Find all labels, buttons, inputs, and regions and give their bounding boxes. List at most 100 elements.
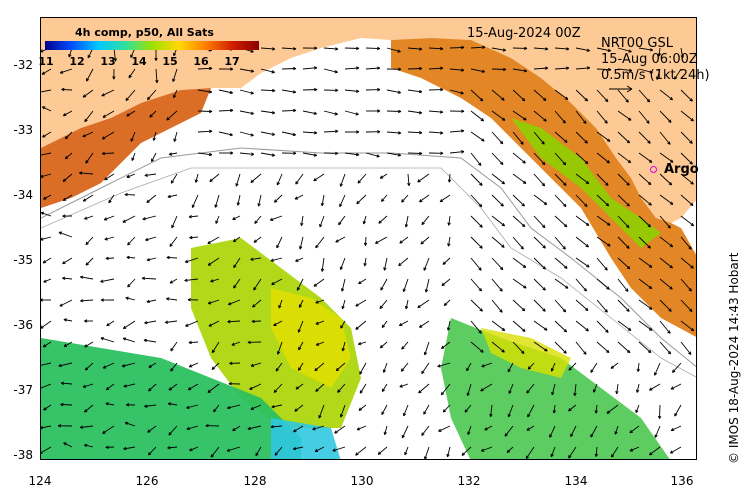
- current-arrowhead: [377, 451, 382, 455]
- current-arrowhead: [424, 289, 429, 293]
- current-arrow: [85, 257, 94, 266]
- current-arrow: [680, 257, 694, 269]
- current-arrow: [399, 236, 409, 244]
- current-arrow: [41, 320, 52, 329]
- current-arrow: [252, 299, 262, 308]
- current-arrowhead: [85, 160, 89, 164]
- current-arrowhead: [592, 389, 597, 393]
- current-arrowhead: [689, 140, 693, 144]
- current-arrowhead: [257, 203, 261, 207]
- current-arrow: [617, 299, 630, 312]
- current-arrow: [386, 131, 402, 134]
- current-arrowhead: [604, 309, 608, 313]
- current-arrow: [680, 131, 693, 144]
- current-arrowhead: [340, 288, 345, 292]
- current-arrowhead: [164, 320, 169, 324]
- current-arrow: [62, 277, 73, 280]
- current-arrowhead: [250, 363, 255, 367]
- current-arrow: [635, 404, 640, 413]
- current-arrowhead: [41, 425, 44, 430]
- current-arrow: [525, 446, 535, 459]
- current-arrow: [145, 236, 157, 241]
- current-arrowhead: [667, 330, 671, 334]
- current-arrowhead: [480, 448, 485, 452]
- current-arrowhead: [169, 280, 174, 284]
- current-arrow: [60, 404, 73, 406]
- current-arrowhead: [377, 66, 381, 70]
- current-arrowhead: [523, 117, 527, 121]
- current-arrow: [614, 425, 619, 435]
- colorbar-tick: 13: [100, 55, 116, 68]
- current-arrowhead: [407, 182, 411, 187]
- current-arrowhead: [647, 349, 652, 354]
- current-arrow: [491, 131, 504, 145]
- current-arrow: [638, 173, 652, 186]
- current-arrow: [332, 446, 346, 452]
- current-arrow: [363, 215, 367, 225]
- current-arrowhead: [294, 408, 298, 412]
- current-arrowhead: [230, 108, 234, 113]
- current-arrowhead: [313, 177, 317, 182]
- current-arrowhead: [230, 151, 234, 155]
- current-arrow: [250, 257, 262, 261]
- current-arrow: [575, 152, 589, 165]
- current-arrow: [638, 89, 651, 103]
- current-arrow: [470, 278, 482, 292]
- current-arrowhead: [338, 221, 342, 226]
- current-arrow: [218, 109, 234, 112]
- current-arrow: [659, 89, 673, 101]
- colorbar-tick: 14: [131, 55, 147, 68]
- info-line: NRT00 GSL: [601, 36, 673, 51]
- current-arrowhead: [481, 364, 485, 368]
- current-arrowhead: [627, 327, 632, 331]
- current-arrowhead: [401, 434, 405, 439]
- current-arrowhead: [461, 45, 465, 50]
- current-arrowhead: [363, 242, 368, 246]
- current-arrow: [617, 320, 632, 331]
- current-arrowhead: [478, 330, 482, 334]
- current-arrowhead: [314, 46, 318, 50]
- current-arrowhead: [359, 390, 363, 394]
- current-arrow: [491, 257, 504, 271]
- current-arrow: [148, 383, 157, 392]
- current-arrow: [491, 320, 506, 331]
- current-arrow: [380, 341, 388, 349]
- current-arrowhead: [608, 67, 612, 72]
- current-arrowhead: [207, 389, 211, 393]
- current-arrowhead: [478, 287, 483, 292]
- current-arrow: [381, 194, 388, 202]
- current-arrow: [568, 404, 577, 412]
- current-arrowhead: [585, 180, 590, 185]
- current-arrowhead: [356, 66, 360, 70]
- current-arrowhead: [275, 368, 279, 372]
- current-arrow: [197, 110, 213, 112]
- current-arrow: [124, 194, 136, 196]
- current-arrowhead: [213, 408, 217, 413]
- current-arrowhead: [85, 241, 89, 246]
- current-arrow: [533, 194, 548, 205]
- current-arrow: [62, 194, 73, 201]
- current-arrowhead: [271, 404, 275, 409]
- current-arrow: [63, 110, 73, 117]
- current-arrow: [102, 152, 115, 155]
- current-arrow: [170, 341, 178, 352]
- current-arrowhead: [292, 90, 297, 94]
- current-arrowhead: [383, 431, 387, 435]
- current-arrow: [189, 446, 199, 452]
- current-arrowhead: [130, 138, 134, 142]
- current-arrowhead: [271, 132, 275, 136]
- current-arrowhead: [585, 328, 589, 332]
- current-arrowhead: [610, 454, 615, 458]
- current-arrowhead: [84, 118, 88, 123]
- current-arrowhead: [447, 222, 451, 226]
- current-arrow: [449, 130, 464, 133]
- current-arrow: [184, 278, 199, 282]
- current-arrowhead: [499, 140, 504, 145]
- current-arrow: [357, 173, 367, 184]
- current-arrow: [42, 131, 52, 138]
- current-arrowhead: [479, 182, 483, 186]
- current-arrow: [439, 194, 451, 203]
- current-arrowhead: [377, 87, 381, 92]
- current-arrow: [170, 173, 178, 184]
- current-arrow: [590, 425, 598, 438]
